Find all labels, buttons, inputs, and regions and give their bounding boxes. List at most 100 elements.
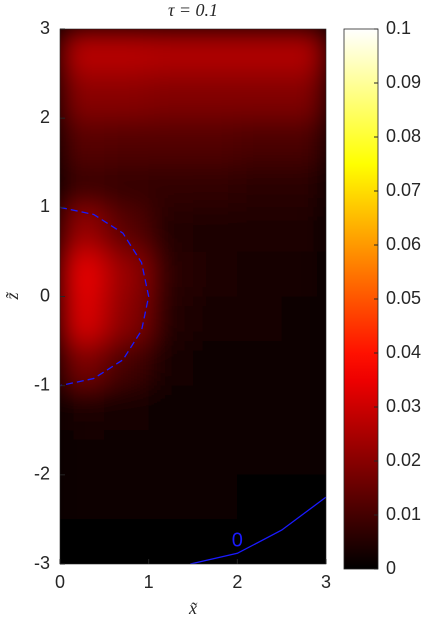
heatmap-cell [193, 519, 238, 564]
heatmap-cell [60, 430, 105, 476]
colorbar [343, 28, 379, 570]
heatmap-cell [60, 118, 105, 164]
y-tick-label: -1 [34, 374, 50, 394]
heatmap-cell [60, 73, 105, 119]
heatmap-cell [193, 162, 238, 208]
heatmap-cell [237, 296, 283, 342]
y-tick-label: -3 [34, 553, 50, 573]
colorbar-tick-label: 0.08 [386, 126, 421, 146]
y-tick-label: 1 [40, 196, 50, 216]
heatmap-cell [281, 474, 326, 520]
heatmap-cell [193, 118, 238, 164]
heatmap-cell [281, 73, 326, 119]
heatmap-cell [148, 474, 194, 520]
heatmap-cell [104, 385, 150, 431]
heatmap-cell [104, 207, 150, 253]
heatmap-cell [193, 430, 238, 476]
heatmap-cell [281, 341, 326, 387]
colorbar-tick-label: 0.01 [386, 504, 421, 524]
heatmap-cell [104, 118, 150, 164]
heatmap-cell [148, 162, 194, 208]
contour-line [60, 206, 150, 387]
y-tick-label: 3 [40, 18, 50, 38]
heatmap-cell [60, 474, 105, 520]
heatmap-cell [281, 162, 326, 208]
heatmap-cell [148, 296, 194, 342]
heatmap-cell [60, 385, 105, 431]
y-tick-label: -2 [34, 464, 50, 484]
heatmap-cell [148, 207, 194, 253]
heatmap-cell [281, 385, 326, 431]
heatmap-cell [281, 519, 326, 564]
colorbar-tick-label: 0.04 [386, 342, 421, 362]
heatmap-cell [281, 251, 326, 297]
x-tick-label: 3 [321, 572, 331, 592]
heatmap-cell [193, 385, 238, 431]
heatmap-cell [193, 29, 238, 75]
heatmap-cell [148, 251, 194, 297]
colorbar-tick-label: 0 [386, 558, 396, 578]
contour-label: 0 [232, 530, 243, 552]
heatmap-cell [281, 29, 326, 75]
colorbar-tick-label: 0.07 [386, 180, 421, 200]
heatmap-cell [237, 207, 283, 253]
heatmap [60, 29, 326, 564]
heatmap-cell [60, 251, 105, 297]
heatmap-cell [60, 162, 105, 208]
heatmap-cell [148, 73, 194, 119]
x-axis-label: x̃ [188, 598, 198, 618]
heatmap-cell [237, 385, 283, 431]
heatmap-cell [148, 519, 194, 564]
heatmap-cell [104, 430, 150, 476]
heatmap-cell [193, 207, 238, 253]
heatmap-cell [237, 430, 283, 476]
plot-area [60, 29, 326, 564]
colorbar-tick-label: 0.03 [386, 396, 421, 416]
heatmap-cell [148, 341, 194, 387]
heatmap-cell [193, 474, 238, 520]
heatmap-cell [281, 430, 326, 476]
y-tick-label: 0 [40, 285, 50, 305]
heatmap-cell [104, 73, 150, 119]
heatmap-cell [60, 341, 105, 387]
heatmap-cell [104, 519, 150, 564]
x-tick-label: 2 [232, 572, 242, 592]
heatmap-cell [104, 162, 150, 208]
colorbar-tick-label: 0.02 [386, 450, 421, 470]
x-tick-label: 1 [144, 572, 154, 592]
heatmap-cell [237, 341, 283, 387]
heatmap-cell [281, 296, 326, 342]
heatmap-cell [193, 341, 238, 387]
colorbar-tick-label: 0.09 [386, 72, 421, 92]
heatmap-cell [237, 118, 283, 164]
heatmap-cell [237, 162, 283, 208]
heatmap-cell [237, 73, 283, 119]
heatmap-cell [60, 207, 105, 253]
y-axis-label: z̃ [2, 291, 22, 301]
heatmap-cell [104, 474, 150, 520]
heatmap-cell [104, 296, 150, 342]
heatmap-cell [104, 251, 150, 297]
heatmap-cell [148, 29, 194, 75]
heatmap-cell [148, 118, 194, 164]
heatmap-cell [193, 251, 238, 297]
colorbar-tick-label: 0.05 [386, 288, 421, 308]
heatmap-cell [60, 29, 105, 75]
heatmap-cell [237, 251, 283, 297]
contour-line [190, 496, 326, 564]
heatmap-cell [60, 296, 105, 342]
heatmap-cell [281, 207, 326, 253]
heatmap-cell [237, 474, 283, 520]
heatmap-cell [148, 385, 194, 431]
colorbar-tick-label: 0.1 [386, 18, 411, 38]
heatmap-cell [104, 341, 150, 387]
heatmap-cell [237, 29, 283, 75]
heatmap-cell [193, 296, 238, 342]
x-tick-label: 0 [55, 572, 65, 592]
colorbar-tick-label: 0.06 [386, 234, 421, 254]
chart-title: τ = 0.1 [168, 0, 218, 20]
y-tick-label: 2 [40, 107, 50, 127]
heatmap-cell [281, 118, 326, 164]
heatmap-cell [193, 73, 238, 119]
